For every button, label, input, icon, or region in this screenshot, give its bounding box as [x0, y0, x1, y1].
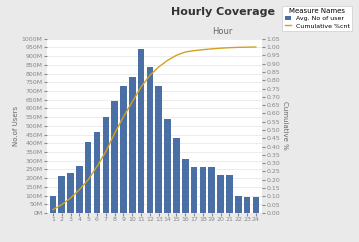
- Cumulative %cnt: [236, 46, 241, 49]
- Y-axis label: Cumulative %: Cumulative %: [282, 101, 288, 150]
- Cumulative %cnt: [60, 203, 64, 206]
- Cumulative %cnt: [254, 45, 258, 48]
- Cumulative %cnt: [139, 85, 143, 88]
- Bar: [85, 142, 92, 213]
- Bar: [67, 173, 74, 213]
- Cumulative %cnt: [130, 100, 135, 103]
- Cumulative %cnt: [165, 59, 170, 62]
- Bar: [146, 67, 153, 213]
- Bar: [76, 166, 83, 213]
- Cumulative %cnt: [210, 47, 214, 50]
- Cumulative %cnt: [201, 48, 205, 51]
- Bar: [50, 196, 56, 213]
- Bar: [182, 159, 188, 213]
- Cumulative %cnt: [192, 49, 196, 52]
- Y-axis label: No.of Users: No.of Users: [13, 106, 19, 146]
- Cumulative %cnt: [104, 150, 108, 153]
- Cumulative %cnt: [227, 46, 232, 49]
- Cumulative %cnt: [245, 46, 249, 49]
- Bar: [111, 101, 118, 213]
- Bar: [94, 132, 100, 213]
- Cumulative %cnt: [218, 47, 223, 50]
- Legend: Avg. No of user, Cumulative %cnt: Avg. No of user, Cumulative %cnt: [282, 6, 352, 31]
- Bar: [209, 167, 215, 213]
- Cumulative %cnt: [157, 66, 161, 68]
- Line: Cumulative %cnt: Cumulative %cnt: [53, 47, 256, 210]
- Bar: [138, 49, 144, 213]
- Cumulative %cnt: [86, 178, 90, 181]
- Bar: [120, 86, 127, 213]
- Bar: [164, 119, 171, 213]
- Text: Hour: Hour: [213, 27, 233, 36]
- Cumulative %cnt: [183, 51, 187, 53]
- Bar: [155, 86, 162, 213]
- Text: Hourly Coverage: Hourly Coverage: [171, 7, 275, 17]
- Bar: [129, 77, 136, 213]
- Bar: [244, 197, 250, 213]
- Bar: [200, 167, 206, 213]
- Cumulative %cnt: [51, 208, 55, 211]
- Bar: [173, 138, 180, 213]
- Bar: [217, 175, 224, 213]
- Cumulative %cnt: [174, 54, 178, 57]
- Cumulative %cnt: [112, 132, 117, 135]
- Bar: [59, 176, 65, 213]
- Cumulative %cnt: [95, 165, 99, 168]
- Bar: [191, 167, 197, 213]
- Cumulative %cnt: [121, 115, 126, 118]
- Bar: [253, 197, 259, 213]
- Cumulative %cnt: [68, 197, 73, 199]
- Bar: [235, 196, 242, 213]
- Cumulative %cnt: [77, 188, 81, 191]
- Bar: [103, 117, 109, 213]
- Bar: [226, 175, 233, 213]
- Cumulative %cnt: [148, 74, 152, 77]
